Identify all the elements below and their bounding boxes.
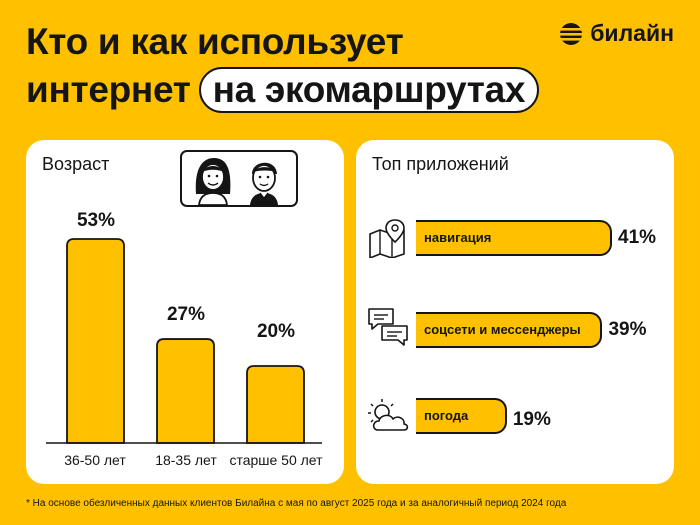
beeline-logo-icon [560,22,583,45]
bar-value-label: 19% [512,409,551,430]
bar-value-label: 41% [618,227,657,248]
footnote: * На основе обезличенных данных клиентов… [26,498,567,509]
age-card: Возраст 53% 27% 20% 36-50 лет 18-35 [26,140,344,484]
weather-icon [368,399,409,431]
page-title: Кто и как использует интернет на экомарш… [26,18,540,114]
bar-category-label: навигация [424,230,492,245]
bar-social [416,312,603,348]
bar-value-label: 53% [76,210,116,231]
bar-value-label: 27% [166,304,206,325]
title-line-1: Кто и как использует [26,21,404,62]
bar-category-label: погода [424,408,469,423]
apps-card: Топ приложений навигация 41% соцсети и м… [356,140,674,484]
title-word: интернет [26,69,191,110]
chat-bubbles-icon [368,308,408,346]
bar-value-label: 39% [608,319,647,340]
title-line-2: интернет на экомаршрутах [26,66,540,114]
brand-name: билайн [590,20,674,46]
category-tick-label: 18-35 лет [155,452,217,468]
bar-category-label: соцсети и мессенджеры [424,322,581,337]
brand-logo: билайн [559,20,674,47]
faces-illustration [180,150,298,207]
apps-chart-title: Топ приложений [372,154,509,174]
people-icon [195,158,278,205]
age-bar-chart [46,238,322,444]
map-pin-icon [369,219,405,258]
age-bar [66,238,125,444]
bar-value-label: 20% [256,321,296,342]
age-bar [246,365,305,444]
age-bar [156,338,215,444]
bar-navigation [416,220,612,256]
category-tick-label: 36-50 лет [64,452,126,468]
title-highlight-pill: на экомаршрутах [198,67,540,113]
bar-weather [416,398,507,434]
category-tick-label: старше 50 лет [229,452,323,468]
age-chart-title: Возраст [42,154,110,174]
